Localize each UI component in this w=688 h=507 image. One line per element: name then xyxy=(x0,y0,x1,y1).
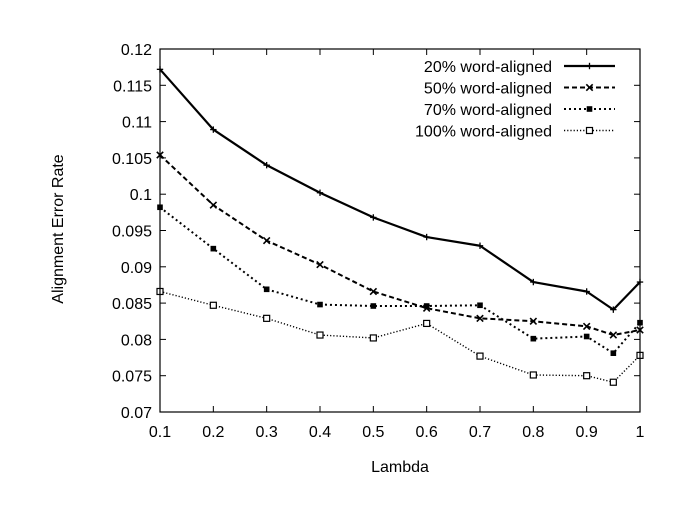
y-tick-label: 0.1 xyxy=(130,187,152,204)
legend-marker xyxy=(585,83,594,92)
series-line xyxy=(159,68,641,311)
x-tick-label: 0.3 xyxy=(256,424,278,441)
legend-item: 100% word-aligned xyxy=(415,124,615,141)
legend: 20% word-aligned 50% word-aligned 70% word… xyxy=(415,59,615,141)
y-tick-label: 0.095 xyxy=(112,224,152,241)
data-point xyxy=(476,352,484,360)
data-point xyxy=(609,331,618,339)
y-tick-label: 0.09 xyxy=(121,260,152,277)
legend-marker xyxy=(586,62,593,70)
data-point xyxy=(610,350,617,356)
data-point xyxy=(476,314,484,323)
x-tick-label: 0.1 xyxy=(149,424,171,441)
y-tick-label: 0.12 xyxy=(121,42,152,59)
legend-label: 100% word-aligned xyxy=(415,124,552,141)
data-point xyxy=(529,317,538,326)
data-point xyxy=(369,287,378,296)
data-point xyxy=(369,334,377,342)
y-tick-label: 0.085 xyxy=(112,296,152,313)
data-point xyxy=(423,303,430,309)
series-line xyxy=(159,154,641,337)
x-tick-label: 0.9 xyxy=(576,424,598,441)
legend-marker xyxy=(585,126,594,135)
data-point xyxy=(583,288,590,295)
data-point xyxy=(529,371,537,379)
x-tick-label: 0.6 xyxy=(416,424,438,441)
series-2 xyxy=(156,151,644,339)
data-point xyxy=(263,161,270,169)
data-point xyxy=(263,314,271,322)
y-tick-label: 0.11 xyxy=(122,115,152,132)
y-tick-label: 0.08 xyxy=(121,332,152,349)
x-tick-label: 0.7 xyxy=(469,424,491,441)
data-point xyxy=(317,301,323,308)
data-point xyxy=(530,335,537,342)
data-point xyxy=(209,201,218,209)
data-point xyxy=(423,233,430,241)
y-tick-label: 0.07 xyxy=(121,405,152,422)
data-point xyxy=(582,322,591,331)
y-axis-label-group: Alignment Error Rate xyxy=(50,154,67,303)
data-point xyxy=(209,301,217,309)
plot-frame xyxy=(159,48,641,413)
data-point xyxy=(477,302,483,309)
series-4 xyxy=(156,287,644,386)
data-point xyxy=(370,214,377,221)
data-point xyxy=(210,126,217,133)
data-point xyxy=(210,245,217,252)
y-tick-label: 0.075 xyxy=(112,369,152,386)
series-layer xyxy=(156,66,644,386)
legend-item: 50% word-aligned xyxy=(424,81,615,98)
data-point xyxy=(316,331,324,339)
x-tick-label: 0.2 xyxy=(202,424,224,441)
legend-item: 70% word-aligned xyxy=(424,102,615,119)
data-point xyxy=(609,378,617,386)
data-point xyxy=(530,278,537,286)
axis-ticks: 0.1 0.2 0.3 0.4 0.5 0.6 0.7 0.8 0.9 1 0.07 0.075 0.0… xyxy=(112,42,645,441)
data-point xyxy=(316,189,324,196)
x-tick-label: 1 xyxy=(636,424,645,441)
data-point xyxy=(476,242,484,249)
data-point xyxy=(262,236,271,245)
data-point xyxy=(370,303,377,309)
x-tick-label: 0.5 xyxy=(362,424,384,441)
x-axis-label: Lambda xyxy=(371,459,429,476)
legend-label: 70% word-aligned xyxy=(424,102,552,119)
x-tick-label: 0.8 xyxy=(522,424,544,441)
x-tick-label: 0.4 xyxy=(309,424,331,441)
legend-item: 20% word-aligned xyxy=(424,59,615,76)
data-point xyxy=(610,306,617,313)
y-tick-label: 0.115 xyxy=(113,78,152,95)
legend-label: 50% word-aligned xyxy=(424,81,552,98)
y-axis-label: Alignment Error Rate xyxy=(50,154,67,303)
series-1 xyxy=(156,66,644,313)
legend-marker xyxy=(586,106,593,112)
data-point xyxy=(423,319,431,328)
data-point xyxy=(263,286,270,293)
data-point xyxy=(583,333,590,340)
data-point xyxy=(316,260,324,269)
data-point xyxy=(583,372,591,380)
y-tick-label: 0.105 xyxy=(112,151,152,168)
legend-label: 20% word-aligned xyxy=(424,59,552,76)
